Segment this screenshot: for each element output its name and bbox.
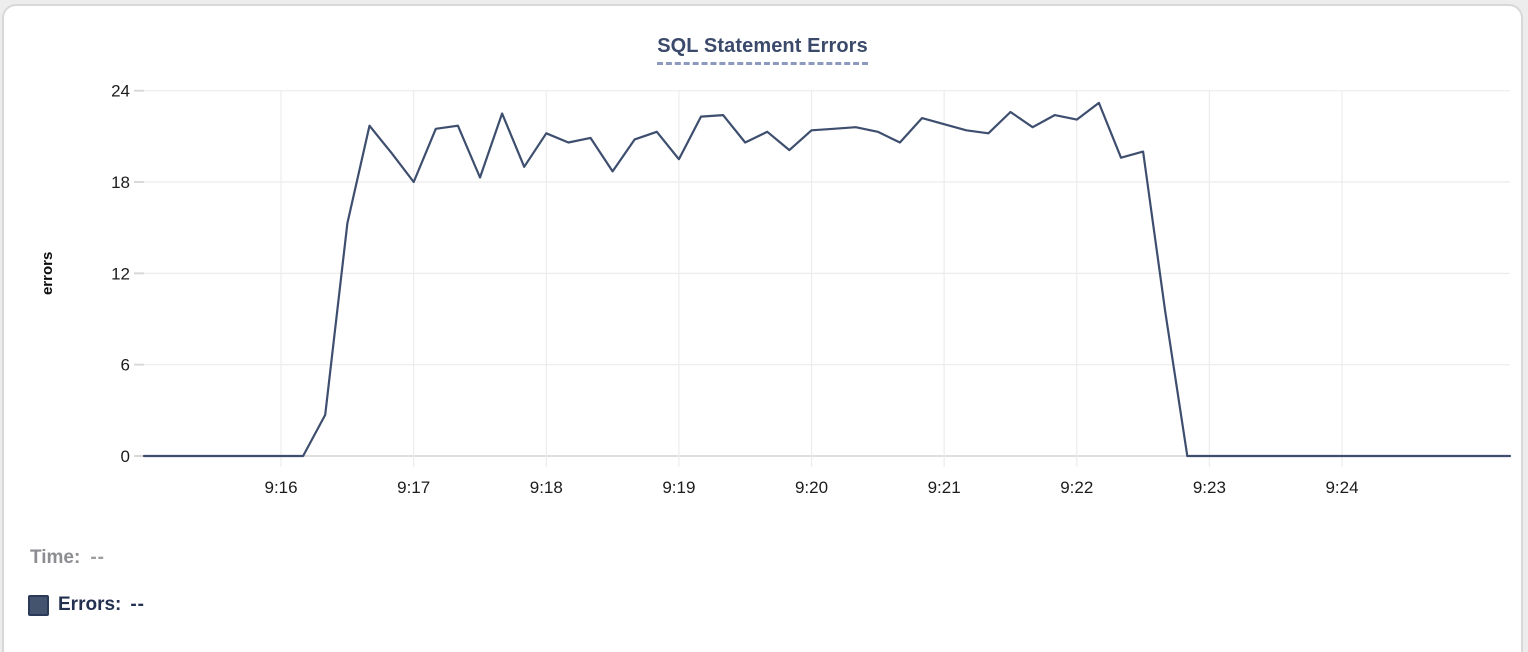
chart-header: SQL Statement Errors xyxy=(4,35,1521,65)
time-label: Time: xyxy=(30,547,81,568)
errors-label: Errors: xyxy=(58,594,122,615)
y-tick-label: 6 xyxy=(121,356,130,375)
x-tick-label: 9:23 xyxy=(1193,478,1226,497)
y-tick-label: 24 xyxy=(111,82,130,101)
chart-canvas[interactable]: 0 6 12 18 24 9:16 9:17 9:18 9:19 9:20 9:21 9:22 9:23… xyxy=(4,6,1528,652)
y-axis-title: errors xyxy=(39,252,56,295)
x-tick-label: 9:22 xyxy=(1060,478,1093,497)
chart-card: SQL Statement Errors 0 6 12 18 24 9:16 9:17 9:1… xyxy=(2,4,1523,652)
y-tick-label: 18 xyxy=(111,173,130,192)
x-tick-label: 9:20 xyxy=(795,478,828,497)
x-tick-label: 9:21 xyxy=(928,478,961,497)
x-tick-label: 9:17 xyxy=(397,478,430,497)
errors-series-swatch[interactable] xyxy=(28,594,49,616)
y-tick-label: 12 xyxy=(111,264,130,283)
x-tick-label: 9:16 xyxy=(264,478,297,497)
legend-item-errors[interactable]: Errors: -- xyxy=(28,594,145,616)
x-tick-label: 9:18 xyxy=(530,478,563,497)
y-tick-label: 0 xyxy=(121,447,130,466)
errors-series-line xyxy=(142,101,1512,458)
tooltip-time-row: Time: -- xyxy=(30,547,105,569)
chart-title-link[interactable]: SQL Statement Errors xyxy=(657,35,868,65)
x-tick-label: 9:19 xyxy=(662,478,695,497)
time-value: -- xyxy=(90,547,105,568)
errors-value: -- xyxy=(130,594,146,615)
x-tick-label: 9:24 xyxy=(1325,478,1358,497)
